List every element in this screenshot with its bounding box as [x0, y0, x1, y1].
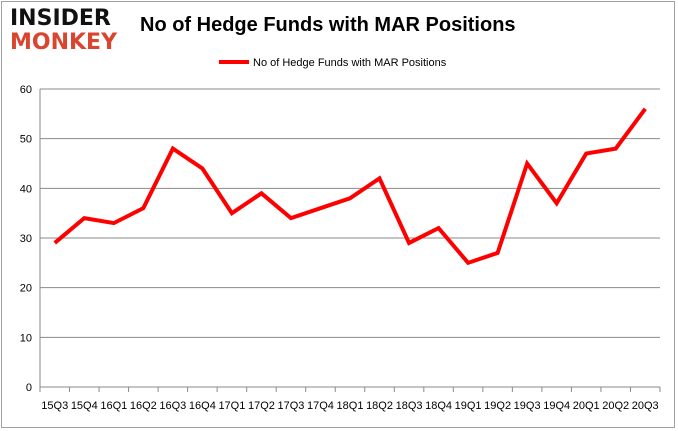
- x-tick-label: 17Q2: [248, 400, 275, 412]
- x-tick-label: 15Q4: [71, 400, 98, 412]
- x-tick-label: 16Q4: [189, 400, 216, 412]
- logo-insider: INSIDER: [10, 6, 111, 31]
- x-tick-label: 17Q3: [277, 400, 304, 412]
- x-tick-label: 19Q2: [484, 400, 511, 412]
- x-tick-label: 16Q2: [130, 400, 157, 412]
- x-tick-label: 18Q1: [337, 400, 364, 412]
- x-tick-label: 19Q3: [514, 400, 541, 412]
- x-tick-label: 17Q1: [218, 400, 245, 412]
- x-tick-label: 18Q4: [425, 400, 452, 412]
- x-tick-label: 15Q3: [41, 400, 68, 412]
- chart-title: No of Hedge Funds with MAR Positions: [140, 14, 516, 36]
- logo-monkey: MONKEY: [10, 30, 118, 55]
- x-tick-label: 16Q1: [100, 400, 127, 412]
- x-tick-label: 17Q4: [307, 400, 334, 412]
- legend-label: No of Hedge Funds with MAR Positions: [253, 57, 447, 69]
- y-tick-label: 10: [20, 332, 32, 344]
- y-tick-label: 30: [20, 233, 32, 245]
- y-tick-label: 20: [20, 283, 32, 295]
- y-tick-label: 40: [20, 183, 32, 195]
- x-tick-label: 20Q3: [632, 400, 659, 412]
- x-tick-label: 18Q3: [396, 400, 423, 412]
- x-tick-label: 18Q2: [366, 400, 393, 412]
- series-line: [53, 107, 647, 266]
- y-tick-label: 50: [20, 134, 32, 146]
- x-tick-label: 19Q4: [543, 400, 570, 412]
- y-tick-label: 0: [26, 382, 32, 394]
- x-tick-label: 20Q2: [602, 400, 629, 412]
- x-tick-label: 19Q1: [455, 400, 482, 412]
- y-tick-label: 60: [20, 84, 32, 96]
- x-tick-label: 16Q3: [159, 400, 186, 412]
- x-tick-label: 20Q1: [573, 400, 600, 412]
